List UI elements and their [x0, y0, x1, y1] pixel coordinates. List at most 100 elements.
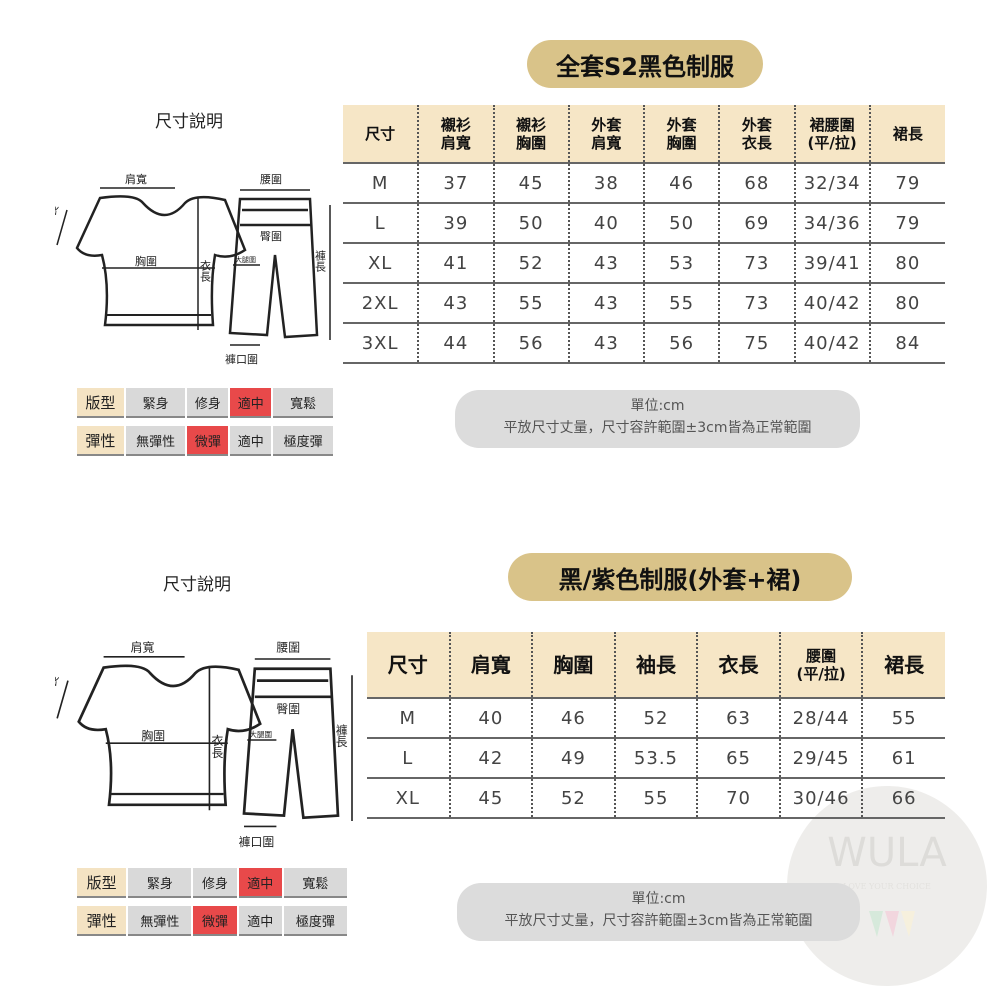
fit-option-selected: 適中	[238, 868, 282, 898]
table-cell: 50	[642, 203, 720, 243]
fit-row: 彈性 無彈性 微彈 適中 極度彈	[77, 418, 333, 456]
size-label: XL	[395, 787, 420, 809]
table-row: L 42 49 53.5 65 29/45 61	[367, 738, 945, 778]
table-row: 2XL 43 55 43 55 73 40/42 80	[343, 283, 945, 323]
size-heading: 尺寸說明	[155, 112, 223, 132]
column-header: 尺寸	[343, 105, 419, 163]
column-header: 外套 胸圍	[642, 105, 720, 163]
shirt-icon	[77, 664, 262, 807]
fit-label: 彈性	[77, 898, 127, 936]
table-cell: 66	[861, 778, 945, 818]
size-label: M	[371, 172, 389, 194]
table-cell: 63	[696, 698, 780, 738]
table-cell: 79	[868, 203, 945, 243]
table-cell: 73	[718, 243, 795, 283]
column-header: 襯衫 肩寬	[417, 105, 494, 163]
table-cell: 43	[567, 243, 644, 283]
table-cell: 50	[492, 203, 569, 243]
table-cell: 70	[696, 778, 780, 818]
column-header: 襯衫 胸圍	[492, 105, 569, 163]
table-cell: 68	[718, 163, 795, 203]
table-cell: 65	[696, 738, 780, 778]
fit-label: 彈性	[77, 418, 124, 456]
label-waist: 腰圍	[260, 173, 282, 186]
table-cell: 61	[861, 738, 945, 778]
fit-option: 修身	[187, 388, 229, 418]
label-sleeve: 袖長	[55, 673, 61, 700]
table-cell: 45	[492, 163, 569, 203]
column-header: 尺寸	[367, 632, 450, 698]
table-cell: 34/36	[793, 203, 870, 243]
table-cell: 55	[861, 698, 945, 738]
table-row: M 37 45 38 46 68 32/34 79	[343, 163, 945, 203]
fit-label: 版型	[77, 388, 124, 418]
table-cell: 49	[531, 738, 615, 778]
table-cell: 73	[718, 283, 795, 323]
fit-label: 版型	[77, 868, 127, 898]
fit-option: 無彈性	[128, 898, 192, 936]
fit-option: 緊身	[125, 388, 186, 418]
table-cell: 40	[448, 698, 533, 738]
fit-option-selected: 微彈	[193, 898, 237, 936]
fit-option: 緊身	[128, 868, 192, 898]
label-chest: 胸圍	[135, 254, 157, 268]
table-row: L 39 50 40 50 69 34/36 79	[343, 203, 945, 243]
fit-option: 寬鬆	[273, 388, 333, 418]
table-cell: 52	[613, 698, 698, 738]
column-header: 袖長	[613, 632, 698, 698]
tolerance-text: 平放尺寸丈量，尺寸容許範圍±3cm皆為正常範圍	[503, 420, 812, 436]
fit-row: 版型 緊身 修身 適中 寬鬆	[77, 388, 333, 418]
size-table: 尺寸 肩寬 胸圍 袖長 衣長 腰圍 (平/拉) 裙長 M 40 46 52 63 28/44 55 L 42 4…	[367, 632, 945, 819]
table-cell: 39/41	[793, 243, 870, 283]
logo-mark-icon: WULA LOVE YOUR CHOICE	[827, 830, 947, 937]
table-cell: 41	[417, 243, 494, 283]
size-label: L	[374, 212, 386, 234]
label-hem: 褲口圍	[239, 835, 275, 849]
label-shoulder: 肩寬	[131, 640, 155, 654]
table-cell: 46	[642, 163, 720, 203]
table-cell: 79	[868, 163, 945, 203]
fit-option: 修身	[193, 868, 237, 898]
column-header: 裙長	[868, 105, 945, 163]
fit-option: 適中	[238, 898, 282, 936]
size-heading: 尺寸說明	[163, 575, 231, 595]
section-title: 全套S2黑色制服	[527, 40, 763, 88]
header-row: 尺寸 肩寬 胸圍 袖長 衣長 腰圍 (平/拉) 裙長	[367, 632, 945, 698]
table-cell: 37	[417, 163, 494, 203]
column-header: 裙腰圍 (平/拉)	[793, 105, 870, 163]
fit-option: 寬鬆	[283, 868, 347, 898]
label-hem: 褲口圍	[225, 352, 258, 366]
table-cell: 52	[531, 778, 615, 818]
table-cell: 69	[718, 203, 795, 243]
tolerance-text: 平放尺寸丈量，尺寸容許範圍±3cm皆為正常範圍	[504, 913, 813, 929]
unit-label: 單位:cm	[630, 398, 685, 414]
size-label: XL	[367, 252, 393, 274]
table-cell: 40/42	[793, 283, 870, 323]
fit-row: 版型 緊身 修身 適中 寬鬆	[77, 868, 347, 898]
table-cell: 43	[417, 283, 494, 323]
table-cell: 39	[417, 203, 494, 243]
table-cell: 55	[613, 778, 698, 818]
table-cell: 30/46	[778, 778, 863, 818]
label-pants-length: 褲長	[314, 249, 327, 273]
table-cell: 55	[492, 283, 569, 323]
table-cell: 44	[417, 323, 494, 363]
fit-option-selected: 微彈	[187, 418, 229, 456]
svg-text:LOVE YOUR CHOICE: LOVE YOUR CHOICE	[843, 882, 931, 891]
size-table: 尺寸 襯衫 肩寬 襯衫 胸圍 外套 肩寬 外套 胸圍 外套 衣長 裙腰圍 (平/拉) 裙長 M 3…	[343, 105, 945, 364]
table-cell: 84	[868, 323, 945, 363]
table-cell: 43	[567, 283, 644, 323]
shirt-icon	[75, 195, 247, 327]
table-cell: 45	[448, 778, 533, 818]
label-hip: 臀圍	[276, 702, 300, 716]
header-row: 尺寸 襯衫 肩寬 襯衫 胸圍 外套 肩寬 外套 胸圍 外套 衣長 裙腰圍 (平/拉) 裙長	[343, 105, 945, 163]
table-cell: 40/42	[793, 323, 870, 363]
table-row: 3XL 44 56 43 56 75 40/42 84	[343, 323, 945, 363]
table-cell: 80	[868, 283, 945, 323]
column-header: 胸圍	[531, 632, 615, 698]
size-label: M	[399, 707, 417, 729]
table-cell: 46	[531, 698, 615, 738]
measurement-note: 單位:cm 平放尺寸丈量，尺寸容許範圍±3cm皆為正常範圍	[457, 883, 860, 941]
table-cell: 56	[642, 323, 720, 363]
table-cell: 55	[642, 283, 720, 323]
